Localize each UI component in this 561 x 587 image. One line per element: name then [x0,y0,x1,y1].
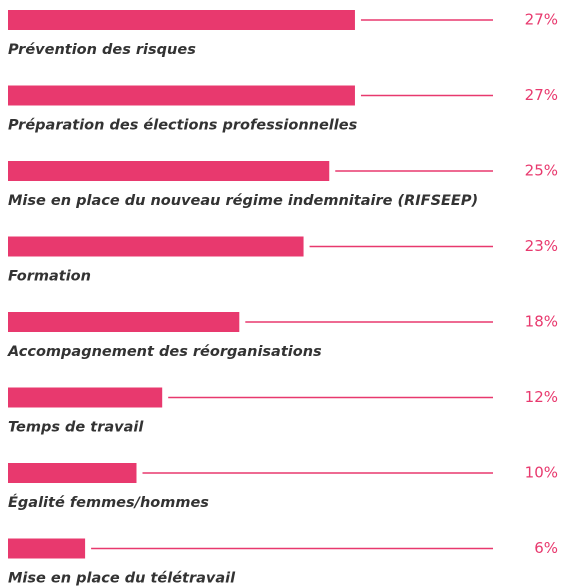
category-label: Égalité femmes/hommes [8,494,209,511]
category-label: Mise en place du nouveau régime indemnit… [8,193,478,209]
bar [8,387,163,408]
bar [8,10,355,30]
bar [8,236,304,257]
value-label: 25% [525,162,558,180]
category-label: Prévention des risques [8,42,196,58]
bar [8,85,355,106]
value-label: 12% [525,388,558,406]
bar [8,312,240,332]
value-label: 6% [534,539,558,557]
value-label: 27% [525,11,558,29]
value-label: 18% [525,313,558,331]
category-label: Temps de travail [8,420,144,436]
category-label: Accompagnement des réorganisations [7,344,322,360]
bar [8,161,330,181]
bar [8,538,86,559]
category-label: Formation [8,269,91,285]
bar [8,463,137,483]
value-label: 10% [525,464,558,482]
value-label: 27% [525,86,558,104]
category-label: Préparation des élections professionnell… [8,118,358,134]
value-label: 23% [525,237,558,255]
category-label: Mise en place du télétravail [8,571,236,587]
